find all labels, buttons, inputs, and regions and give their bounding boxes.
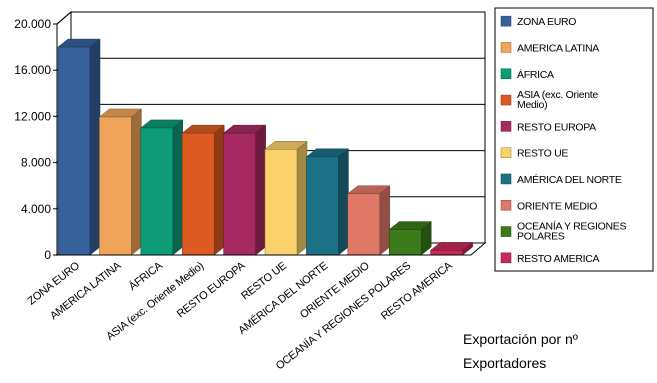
legend-label: AMÉRICA DEL NORTE [517, 173, 622, 186]
bar [98, 108, 143, 256]
bar-side [172, 119, 184, 256]
bar [264, 140, 308, 256]
bar-front [347, 193, 381, 256]
gridline-side [56, 11, 72, 25]
legend-swatch [500, 200, 512, 211]
legend-swatch [500, 42, 512, 53]
legend-swatch [500, 252, 512, 264]
legend-swatch [500, 15, 512, 27]
bar-side [338, 148, 349, 256]
bar-front [306, 156, 339, 256]
legend-item: ZONA EURO [500, 15, 577, 28]
caption-line-1: Exportación por nº [463, 331, 578, 347]
bar-front [99, 116, 132, 256]
bar-front [181, 132, 215, 256]
bar-front [388, 229, 422, 256]
legend-item: OCEANÍA Y REGIONES POLARES [500, 220, 627, 243]
legend-swatch [500, 68, 512, 79]
bar [57, 38, 101, 256]
legend-label: RESTO AMERICA [517, 253, 600, 265]
legend-item: RESTO UE [500, 147, 569, 160]
x-tick-label: AMERICA LATINA [48, 259, 124, 322]
legend-label: RESTO UE [517, 148, 568, 160]
bar [429, 241, 474, 256]
x-tick-label: ÁFRICA [126, 259, 165, 294]
legend-item: ASIA (exc. Oriente Medio) [500, 89, 599, 111]
legend-swatch [500, 173, 512, 185]
legend-item: ÁFRICA [500, 68, 554, 81]
x-tick-label: RESTO EUROPA [175, 259, 248, 320]
legend-item: RESTO AMERICA [500, 252, 600, 265]
legend-swatch [500, 121, 512, 132]
x-tick-label: ORIENTE MEDIO [298, 259, 372, 321]
legend-swatch [500, 147, 512, 158]
y-tick-label: 20.000 [14, 17, 51, 31]
legend-label: ORIENTE MEDIO [517, 200, 597, 212]
bar-side [213, 124, 225, 256]
legend-label: OCEANÍA Y REGIONES POLARES [517, 220, 626, 243]
y-tick-label: 8.000 [21, 156, 51, 170]
y-tick-label: 16.000 [14, 63, 51, 77]
bar-front [223, 132, 256, 256]
legend-label: AMERICA LATINA [517, 42, 599, 54]
y-tick-label: 12.000 [14, 109, 51, 123]
bar-side [255, 124, 266, 256]
bar-front [57, 46, 91, 256]
legend-box [494, 7, 654, 272]
legend-item: AMERICA LATINA [500, 42, 600, 54]
chart-caption: Exportación por nº Exportadores [463, 327, 648, 375]
legend-item: RESTO EUROPA [500, 121, 596, 133]
x-tick-label: RESTO AMERICA [379, 259, 455, 322]
legend: ZONA EURO AMERICA LATINA ÁFRICA ASIA (exc. … [494, 7, 654, 272]
bar [305, 148, 350, 256]
legend-label: ASIA (exc. Oriente Medio) [517, 89, 598, 111]
bar-side [131, 108, 142, 256]
bar-front [140, 127, 174, 256]
y-tick-label: 4.000 [21, 202, 51, 216]
bar-side [296, 140, 308, 256]
bar [222, 124, 267, 256]
bar [181, 124, 225, 256]
bar [388, 221, 432, 256]
legend-label: RESTO EUROPA [517, 121, 596, 133]
bar-front [430, 250, 463, 256]
legend-label: ZONA EURO [517, 16, 576, 28]
legend-swatch [500, 94, 512, 106]
legend-label: ÁFRICA [517, 68, 554, 81]
bar [347, 185, 391, 256]
bars [57, 38, 474, 256]
y-tick-label: 0 [44, 248, 51, 262]
bar-side [379, 185, 391, 256]
bar-side [89, 38, 101, 256]
bar-front [264, 149, 298, 256]
bar [140, 119, 184, 256]
legend-swatch [500, 226, 512, 237]
legend-item: AMÉRICA DEL NORTE [500, 173, 622, 186]
y-axis-ticks: 0 4.000 8.000 12.000 16.000 20.000 [14, 17, 58, 262]
legend-item: ORIENTE MEDIO [500, 200, 598, 212]
caption-line-2: Exportadores [463, 355, 547, 371]
